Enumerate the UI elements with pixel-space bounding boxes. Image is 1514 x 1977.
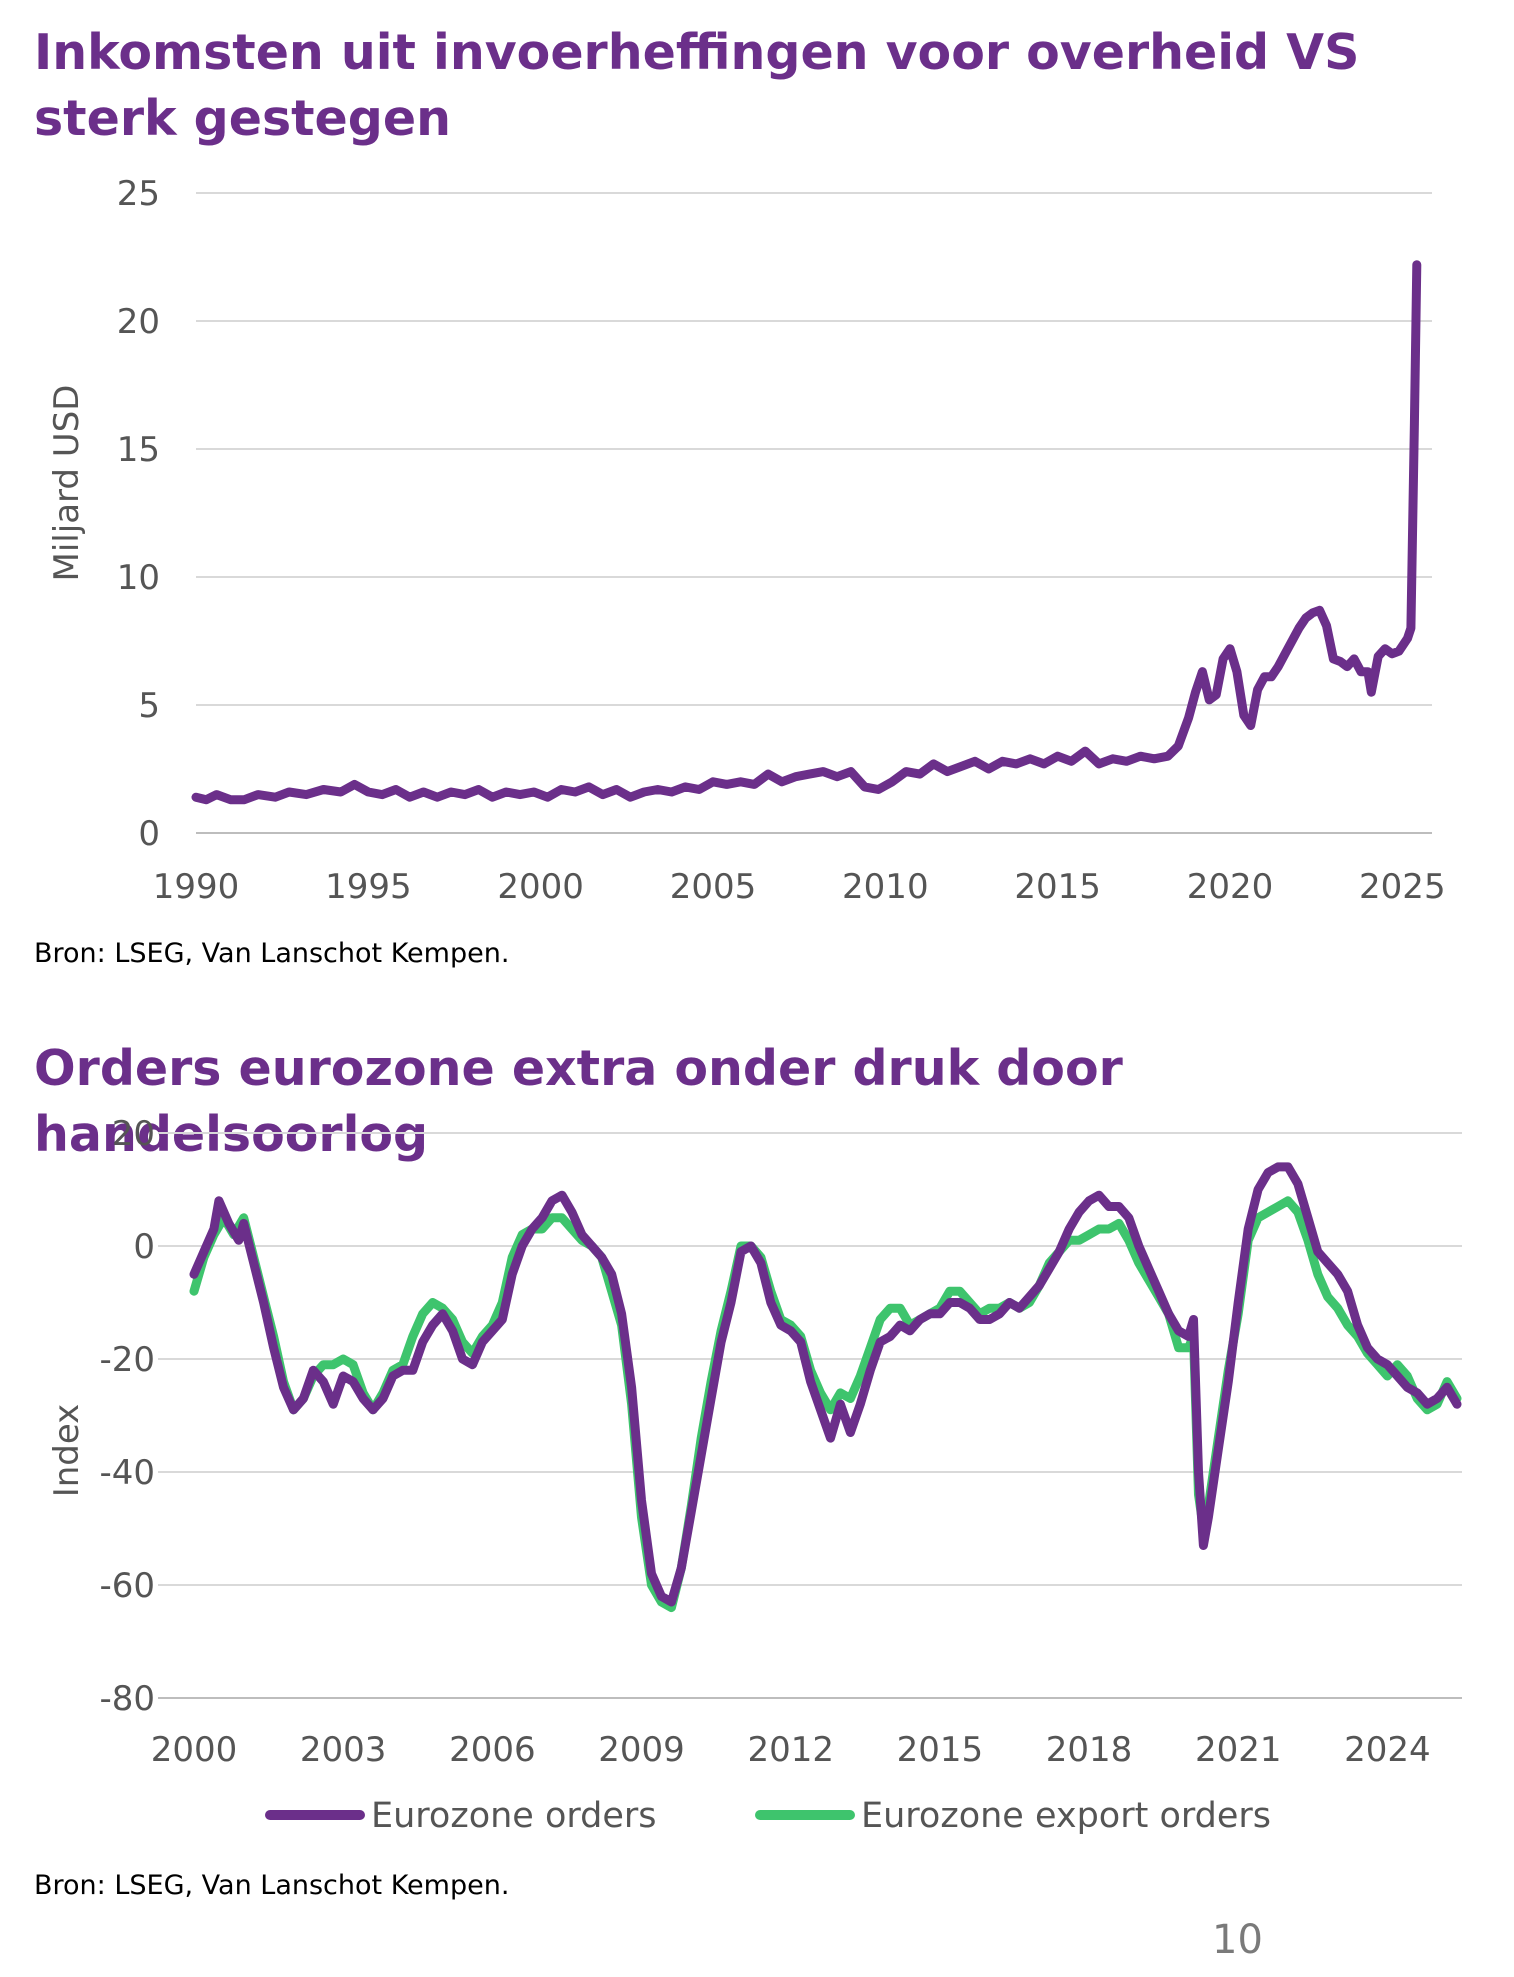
y-tick-label: -40 bbox=[99, 1453, 155, 1493]
y-tick-label: 25 bbox=[117, 174, 160, 214]
x-tick-label: 2000 bbox=[497, 867, 584, 907]
x-tick-label: 2009 bbox=[598, 1730, 685, 1770]
x-tick-label: 2015 bbox=[897, 1730, 984, 1770]
y-axis-label: Index bbox=[47, 1404, 87, 1498]
x-tick-label: 2021 bbox=[1195, 1730, 1282, 1770]
y-tick-label: -80 bbox=[99, 1679, 155, 1719]
chart2-source: Bron: LSEG, Van Lanschot Kempen. bbox=[34, 1870, 510, 1901]
y-tick-label: 0 bbox=[133, 1227, 155, 1267]
y-tick-label: 20 bbox=[112, 1114, 155, 1154]
y-tick-label: 10 bbox=[117, 558, 160, 598]
x-tick-label: 2015 bbox=[1014, 867, 1101, 907]
chart2-title: Orders eurozone extra onder druk door ha… bbox=[34, 1040, 1123, 1163]
x-tick-label: 2005 bbox=[670, 867, 757, 907]
page-number: 10 bbox=[1212, 1917, 1263, 1963]
x-tick-label: 2012 bbox=[747, 1730, 834, 1770]
y-tick-label: -60 bbox=[99, 1566, 155, 1606]
x-tick-label: 1995 bbox=[325, 867, 412, 907]
y-tick-label: -20 bbox=[99, 1340, 155, 1380]
x-tick-label: 2006 bbox=[449, 1730, 536, 1770]
x-tick-label: 2024 bbox=[1344, 1730, 1431, 1770]
x-tick-label: 1990 bbox=[153, 867, 240, 907]
y-tick-label: 15 bbox=[117, 430, 160, 470]
y-tick-label: 0 bbox=[138, 814, 160, 854]
x-tick-label: 2000 bbox=[151, 1730, 238, 1770]
legend-label: Eurozone orders bbox=[371, 1796, 657, 1836]
y-axis-label: Miljard USD bbox=[47, 385, 87, 582]
chart1-source: Bron: LSEG, Van Lanschot Kempen. bbox=[34, 938, 510, 969]
x-tick-label: 2010 bbox=[842, 867, 929, 907]
x-tick-label: 2020 bbox=[1187, 867, 1274, 907]
series-line-import-revenue bbox=[191, 260, 1422, 805]
series-line-eurozone-orders bbox=[189, 1162, 1462, 1607]
x-tick-label: 2018 bbox=[1046, 1730, 1133, 1770]
y-tick-label: 5 bbox=[138, 686, 160, 726]
legend-label: Eurozone export orders bbox=[861, 1796, 1271, 1836]
y-tick-label: 20 bbox=[117, 302, 160, 342]
chart1-title: Inkomsten uit invoerheffingen voor overh… bbox=[34, 24, 1360, 147]
x-tick-label: 2003 bbox=[300, 1730, 387, 1770]
x-tick-label: 2025 bbox=[1359, 867, 1446, 907]
